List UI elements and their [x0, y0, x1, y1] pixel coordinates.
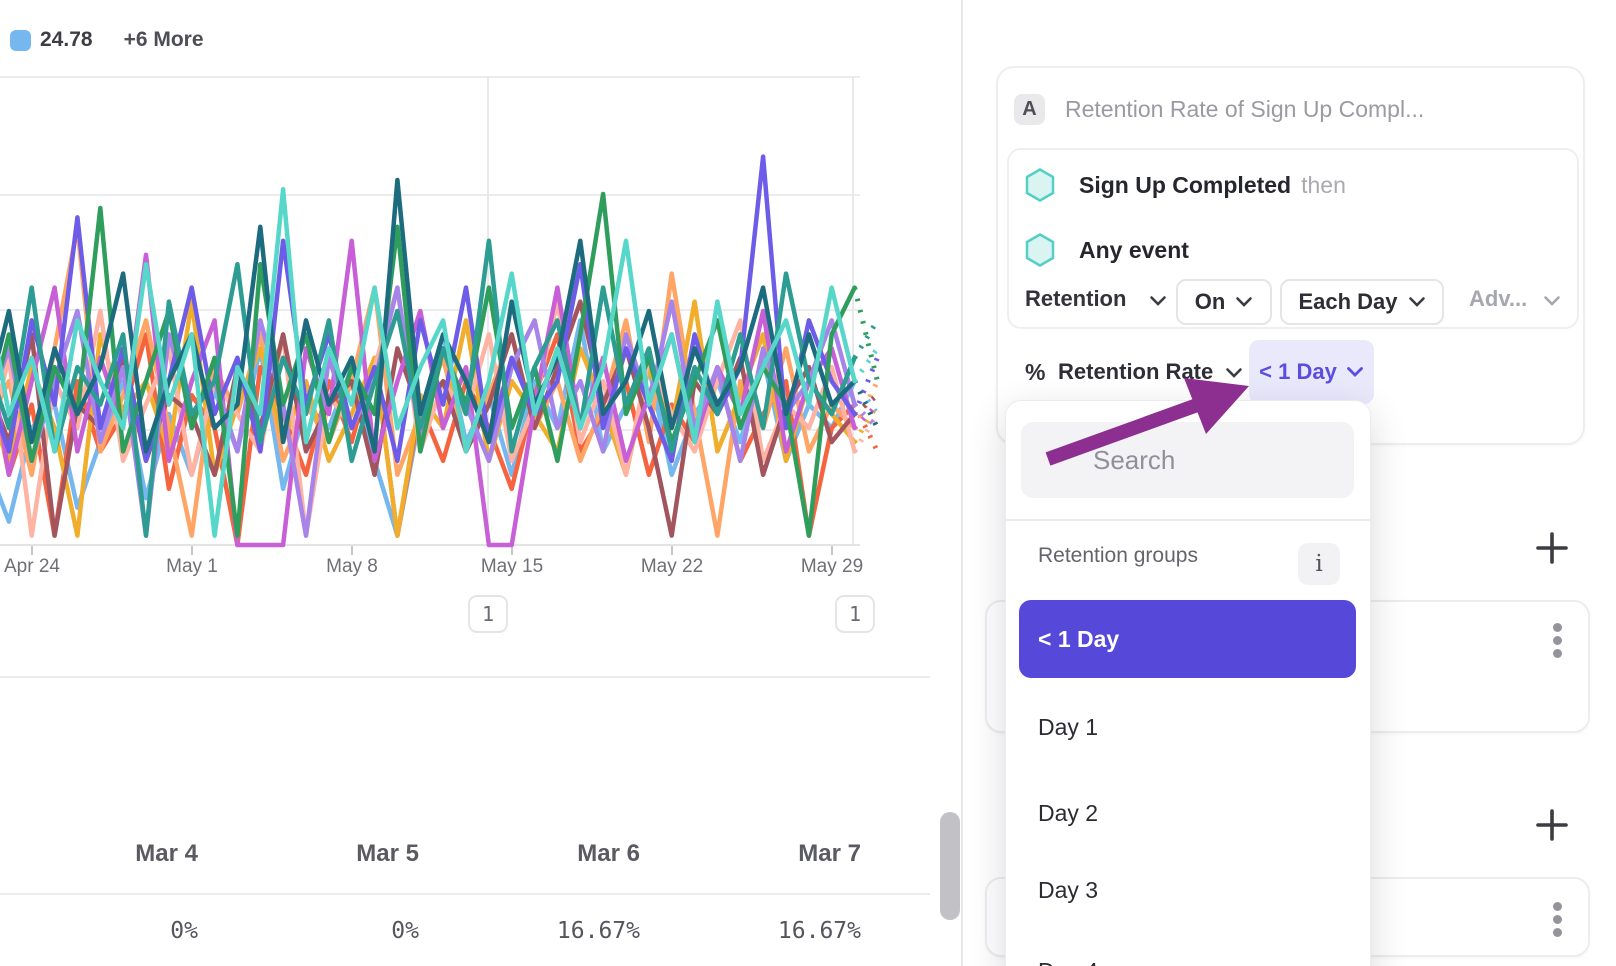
table-value: 16.67% — [556, 918, 640, 944]
dropdown-item-day-1[interactable]: Day 1 — [1038, 714, 1099, 740]
legend-swatch[interactable] — [10, 29, 31, 51]
on-dropdown-button[interactable]: On — [1176, 279, 1272, 325]
x-tick-label: May 15 — [480, 556, 544, 577]
query-card-a: A Retention Rate of Sign Up Compl... Sig… — [996, 66, 1585, 445]
vertical-scrollbar[interactable] — [940, 812, 960, 920]
chart-legend: 24.78 +6 More — [10, 28, 204, 52]
panel-divider — [961, 0, 963, 966]
x-tick-label: May 29 — [800, 556, 864, 577]
retention-line-chart — [0, 76, 880, 555]
retention-groups-section-label: Retention groups — [1038, 544, 1198, 567]
cohort-page-button-1[interactable]: 1 — [468, 595, 508, 633]
cohort-page-button-2[interactable]: 1 — [835, 595, 875, 633]
metric-dropdown[interactable]: Retention Rate — [1058, 359, 1214, 384]
kebab-menu-icon[interactable] — [1549, 902, 1565, 937]
query-title[interactable]: Retention Rate of Sign Up Compl... — [1065, 96, 1425, 122]
event-definition-card: Sign Up Completed then Any event Retenti… — [1007, 148, 1579, 329]
event-row-2[interactable]: Any event — [1025, 233, 1189, 267]
x-tick-label: May 8 — [326, 556, 378, 577]
event-hexagon-icon — [1025, 168, 1055, 202]
table-header: Mar 6 — [577, 840, 640, 867]
x-tick-label: May 22 — [640, 556, 704, 577]
chevron-down-icon — [1226, 368, 1242, 378]
chevron-down-icon — [1346, 367, 1363, 377]
event-row-1[interactable]: Sign Up Completed then — [1025, 168, 1346, 202]
x-tick-label: May 1 — [166, 556, 218, 577]
event-hexagon-icon — [1025, 233, 1055, 267]
advanced-dropdown[interactable]: Adv... — [1469, 286, 1528, 311]
legend-more-button[interactable]: +6 More — [123, 28, 204, 51]
x-tick-label: Apr 24 — [4, 556, 60, 577]
table-value: 0% — [391, 918, 419, 944]
table-value: 16.67% — [777, 918, 861, 944]
dropdown-item-day-4[interactable]: Day 4 — [1038, 958, 1098, 966]
series-a-badge: A — [1014, 94, 1045, 125]
table-value-row: 0% 0% 16.67% 16.67% — [0, 918, 861, 944]
table-header: Mar 5 — [356, 840, 419, 867]
add-step-icon[interactable] — [1534, 807, 1570, 843]
retention-group-popup: Retention groups i < 1 Day Day 1 Day 2 D… — [1005, 400, 1371, 966]
popup-divider — [1006, 519, 1370, 521]
info-icon[interactable]: i — [1298, 543, 1340, 585]
add-step-icon[interactable] — [1534, 530, 1570, 566]
table-header: Mar 7 — [798, 840, 861, 867]
event-name[interactable]: Any event — [1079, 236, 1189, 263]
each-day-dropdown-button[interactable]: Each Day — [1280, 279, 1444, 325]
search-input[interactable] — [1021, 422, 1354, 498]
chart-table-separator — [0, 676, 930, 678]
event-name[interactable]: Sign Up Completed — [1079, 171, 1292, 198]
chevron-down-icon — [1236, 297, 1253, 307]
chevron-down-icon — [1150, 296, 1166, 306]
dropdown-item-lt-1-day[interactable]: < 1 Day — [1019, 600, 1356, 678]
table-value: 0% — [170, 918, 198, 944]
retention-group-dropdown[interactable]: < 1 Day — [1249, 340, 1374, 404]
dropdown-item-day-3[interactable]: Day 3 — [1038, 877, 1099, 903]
then-label: then — [1301, 171, 1346, 198]
chevron-down-icon — [1544, 296, 1560, 306]
table-header-row: Mar 4 Mar 5 Mar 6 Mar 7 — [0, 840, 861, 868]
chevron-down-icon — [1408, 297, 1425, 307]
kebab-menu-icon[interactable] — [1549, 623, 1565, 658]
table-header-divider — [0, 893, 930, 895]
dropdown-item-day-2[interactable]: Day 2 — [1038, 800, 1099, 826]
table-header: Mar 4 — [135, 840, 198, 867]
percent-icon: % — [1025, 359, 1046, 385]
retention-mode-dropdown[interactable]: Retention — [1025, 286, 1127, 311]
legend-value[interactable]: 24.78 — [40, 28, 93, 51]
